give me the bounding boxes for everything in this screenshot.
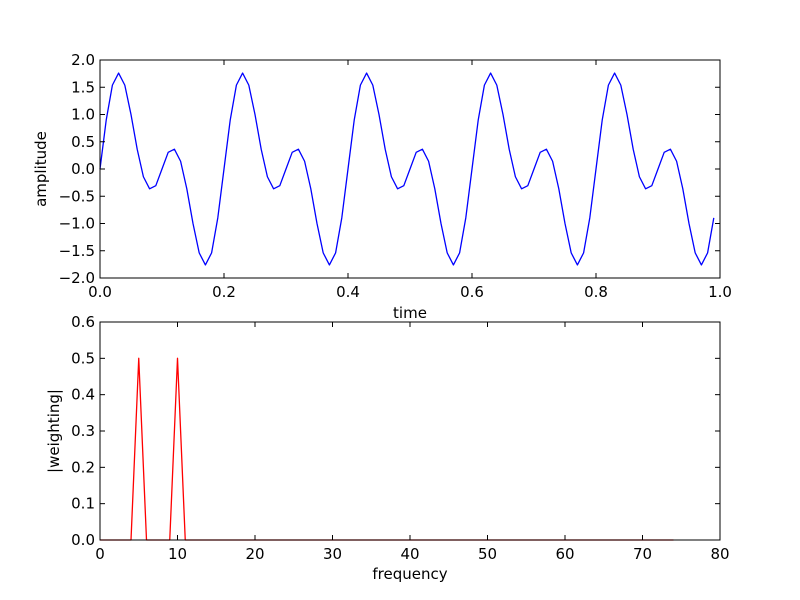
time-signal-xtick-label: 0.6 <box>460 283 484 301</box>
frequency-spectrum-ytick-label: 0.1 <box>71 495 95 513</box>
time-signal-xtick-label: 0.2 <box>212 283 236 301</box>
frequency-spectrum-ytick-label: 0.3 <box>71 422 95 440</box>
time-signal-ytick-label: −1.0 <box>59 215 95 233</box>
frequency-spectrum-ytick-label: 0.6 <box>71 313 95 331</box>
frequency-spectrum-xtick-label: 60 <box>555 545 574 563</box>
frequency-spectrum-ticks: 0 10 20 30 40 50 60 70 80 0.0 0.1 0.2 0.3 0.4 0.5 0.6 <box>71 313 729 563</box>
frequency-spectrum-xtick-label: 30 <box>323 545 342 563</box>
time-signal-ytick-label: 2.0 <box>71 51 95 69</box>
frequency-spectrum-xtick-label: 70 <box>633 545 652 563</box>
frequency-spectrum-xtick-label: 80 <box>710 545 729 563</box>
frequency-spectrum-panel: 0 10 20 30 40 50 60 70 80 0.0 0.1 0.2 0.3 0.4 0.5 0.6 f… <box>45 313 730 583</box>
frequency-spectrum-ylabel: |weighting| <box>45 389 63 473</box>
time-signal-xtick-label: 0.8 <box>584 283 608 301</box>
frequency-spectrum-xtick-label: 20 <box>245 545 264 563</box>
frequency-spectrum-xtick-label: 50 <box>478 545 497 563</box>
time-signal-xlabel: time <box>393 304 427 322</box>
time-signal-xtick-label: 0.4 <box>336 283 360 301</box>
time-signal-marks <box>99 72 715 266</box>
frequency-spectrum-xtick-label: 10 <box>168 545 187 563</box>
time-signal-ytick-label: −2.0 <box>59 269 95 287</box>
frequency-spectrum-ytick-label: 0.0 <box>71 531 95 549</box>
time-signal-ytick-label: 1.5 <box>71 78 95 96</box>
time-signal-ytick-label: −0.5 <box>59 187 95 205</box>
time-signal-series-line <box>99 72 715 266</box>
time-signal-xtick-label: 0.0 <box>88 283 112 301</box>
time-signal-ytick-label: 1.0 <box>71 106 95 124</box>
time-signal-ytick-label: −1.5 <box>59 242 95 260</box>
time-signal-ytick-label: 0.5 <box>71 133 95 151</box>
time-signal-ticks: 0.0 0.2 0.4 0.6 0.8 1.0 −2.0 −1.5 −1.0 −0.5 0.0 0.5… <box>59 51 732 301</box>
time-signal-xtick-label: 1.0 <box>708 283 732 301</box>
time-signal-ytick-label: 0.0 <box>71 160 95 178</box>
frequency-spectrum-ytick-label: 0.4 <box>71 386 95 404</box>
frequency-spectrum-ytick-label: 0.5 <box>71 349 95 367</box>
frequency-spectrum-xtick-label: 0 <box>95 545 105 563</box>
frequency-spectrum-xlabel: frequency <box>372 565 447 583</box>
frequency-spectrum-ytick-label: 0.2 <box>71 458 95 476</box>
frequency-spectrum-xtick-label: 40 <box>400 545 419 563</box>
time-signal-panel: 0.0 0.2 0.4 0.6 0.8 1.0 −2.0 −1.5 −1.0 −0.5 0.0 0.5… <box>32 51 732 322</box>
time-signal-ylabel: amplitude <box>32 131 50 207</box>
